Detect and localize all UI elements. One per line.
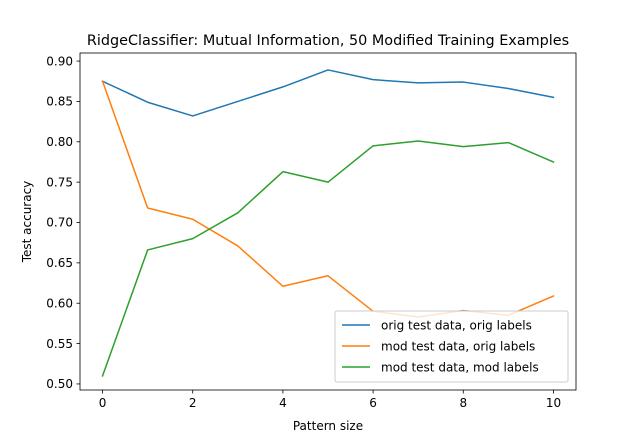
series-line-3 <box>101 140 555 377</box>
legend-box <box>334 310 569 383</box>
chart-title: RidgeClassifier: Mutual Information, 50 … <box>87 33 569 49</box>
x-tick-label: 10 <box>546 396 561 410</box>
plot-frame <box>79 52 577 391</box>
x-axis-label: Pattern size <box>293 419 363 433</box>
y-tick-label: 0.50 <box>46 377 73 391</box>
y-tick-label: 0.60 <box>46 296 73 310</box>
y-axis-ticks: 0.50 0.55 0.60 0.65 0.70 0.75 0.80 0.85 0.90 <box>46 54 80 391</box>
y-tick-label: 0.90 <box>46 54 73 68</box>
y-tick-label: 0.65 <box>46 256 73 270</box>
legend-label-3: mod test data, mod labels <box>381 361 539 375</box>
y-tick-label: 0.75 <box>46 175 73 189</box>
x-axis-ticks: 0 2 4 6 8 10 <box>99 390 561 410</box>
legend: orig test data, orig labels mod test data… <box>334 310 569 383</box>
x-tick-label: 8 <box>459 396 467 410</box>
y-tick-label: 0.70 <box>46 216 73 230</box>
legend-label-2: mod test data, orig labels <box>381 340 535 354</box>
x-tick-label: 0 <box>99 396 107 410</box>
y-tick-label: 0.85 <box>46 95 73 109</box>
y-axis-label: Test accuracy <box>20 181 34 264</box>
y-tick-label: 0.80 <box>46 135 73 149</box>
x-tick-label: 2 <box>189 396 197 410</box>
x-tick-label: 6 <box>369 396 377 410</box>
x-tick-label: 4 <box>279 396 287 410</box>
y-tick-label: 0.55 <box>46 337 73 351</box>
legend-label-1: orig test data, orig labels <box>381 319 532 333</box>
series-line-1 <box>101 69 555 117</box>
series-line-2 <box>101 80 555 318</box>
